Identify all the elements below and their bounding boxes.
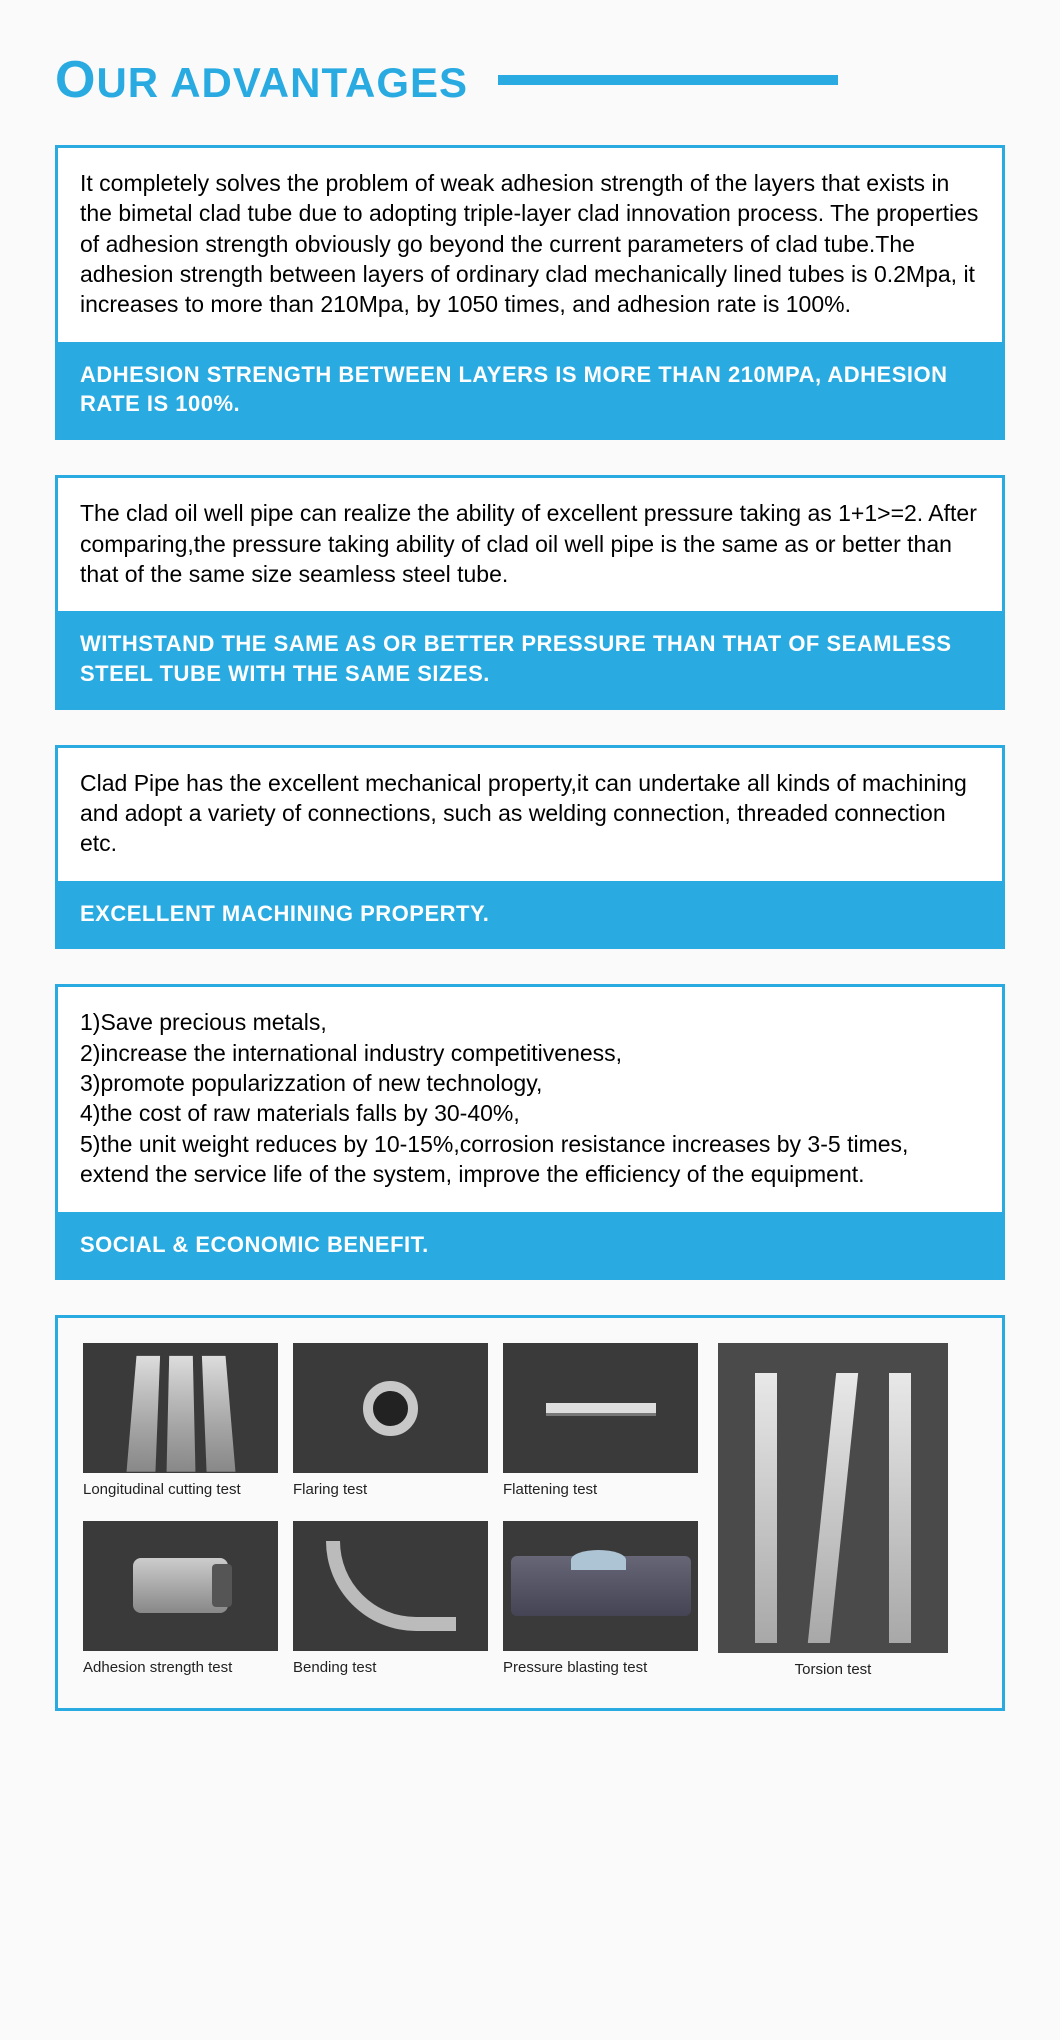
gallery-cell: Bending test <box>293 1521 488 1689</box>
advantage-card: Clad Pipe has the excellent mechanical p… <box>55 745 1005 950</box>
gallery-cell: Flattening test <box>503 1343 698 1511</box>
gallery-caption: Flattening test <box>503 1481 698 1498</box>
gallery-cell: Longitudinal cutting test <box>83 1343 278 1511</box>
heading-initial: O <box>55 51 96 109</box>
thumb-torsion <box>718 1343 948 1653</box>
advantage-card: The clad oil well pipe can realize the a… <box>55 475 1005 709</box>
torsion-shape <box>755 1363 911 1653</box>
advantage-foot: EXCELLENT MACHINING PROPERTY. <box>58 881 1002 947</box>
gallery-thumb <box>293 1521 488 1651</box>
tests-gallery: Longitudinal cutting test Flaring test Fla… <box>55 1315 1005 1711</box>
gallery-grid: Longitudinal cutting test Flaring test Fla… <box>83 1343 698 1688</box>
advantage-card: It completely solves the problem of weak… <box>55 145 1005 440</box>
gallery-cell: Pressure blasting test <box>503 1521 698 1689</box>
gallery-caption: Flaring test <box>293 1481 488 1498</box>
gallery-thumb <box>503 1521 698 1651</box>
section-heading-row: OUR ADVANTAGES <box>55 50 1005 110</box>
advantage-foot: WITHSTAND THE SAME AS OR BETTER PRESSURE… <box>58 611 1002 706</box>
heading-rule <box>498 75 838 85</box>
gallery-caption: Bending test <box>293 1659 488 1676</box>
gallery-thumb <box>503 1343 698 1473</box>
gallery-thumb <box>83 1343 278 1473</box>
gallery-cell: Flaring test <box>293 1343 488 1511</box>
advantage-body: Clad Pipe has the excellent mechanical p… <box>58 748 1002 881</box>
gallery-caption: Longitudinal cutting test <box>83 1481 278 1498</box>
gallery-thumb <box>293 1343 488 1473</box>
section-heading: OUR ADVANTAGES <box>55 50 468 110</box>
advantage-body: The clad oil well pipe can realize the a… <box>58 478 1002 611</box>
gallery-right: Torsion test <box>718 1343 948 1688</box>
advantage-foot: SOCIAL & ECONOMIC BENEFIT. <box>58 1212 1002 1278</box>
gallery-cell: Adhesion strength test <box>83 1521 278 1689</box>
gallery-caption: Adhesion strength test <box>83 1659 278 1676</box>
heading-rest: UR ADVANTAGES <box>96 59 468 106</box>
advantage-body: 1)Save precious metals, 2)increase the i… <box>58 987 1002 1211</box>
advantage-foot: ADHESION STRENGTH BETWEEN LAYERS IS MORE… <box>58 342 1002 437</box>
gallery-thumb <box>83 1521 278 1651</box>
advantage-body: It completely solves the problem of weak… <box>58 148 1002 342</box>
gallery-caption: Pressure blasting test <box>503 1659 698 1676</box>
advantage-card: 1)Save precious metals, 2)increase the i… <box>55 984 1005 1280</box>
caption-torsion: Torsion test <box>718 1661 948 1678</box>
